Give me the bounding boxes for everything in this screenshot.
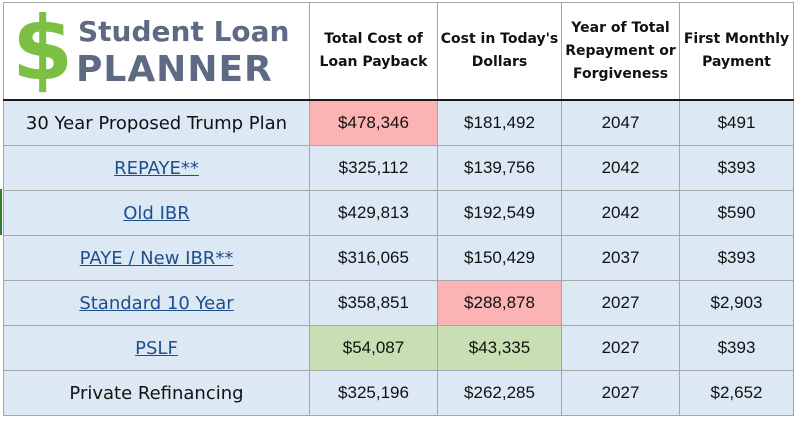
total-cost-cell[interactable]: $325,112 — [309, 145, 438, 191]
dollar-sign-icon: $ — [12, 2, 74, 100]
todays-dollars-cell[interactable]: $288,878 — [437, 280, 562, 326]
year-cell[interactable]: 2042 — [561, 190, 680, 236]
loan-comparison-table: $ Student Loan PLANNER Total Cost of Loa… — [3, 2, 794, 416]
year-cell[interactable]: 2042 — [561, 145, 680, 191]
table-row: Private Refinancing $325,196 $262,285 20… — [3, 370, 794, 416]
plan-link[interactable]: PSLF — [135, 337, 178, 359]
student-loan-planner-logo: $ Student Loan PLANNER — [5, 2, 309, 100]
total-cost-cell[interactable]: $429,813 — [309, 190, 438, 236]
plan-name-cell[interactable]: PSLF — [3, 325, 310, 371]
total-cost-cell[interactable]: $316,065 — [309, 235, 438, 281]
header-year[interactable]: Year of Total Repayment or Forgiveness — [561, 2, 680, 101]
plan-name: 30 Year Proposed Trump Plan — [25, 112, 288, 134]
plan-link[interactable]: Old IBR — [123, 202, 190, 224]
todays-dollars-cell[interactable]: $192,549 — [437, 190, 562, 236]
first-payment-cell[interactable]: $2,903 — [679, 280, 794, 326]
todays-dollars-cell[interactable]: $262,285 — [437, 370, 562, 416]
table-row: PSLF $54,087 $43,335 2027 $393 — [3, 325, 794, 371]
header-todays-dollars[interactable]: Cost in Today's Dollars — [437, 2, 562, 101]
plan-name-cell[interactable]: 30 Year Proposed Trump Plan — [3, 99, 310, 146]
first-payment-cell[interactable]: $393 — [679, 145, 794, 191]
total-cost-cell[interactable]: $358,851 — [309, 280, 438, 326]
total-cost-cell[interactable]: $325,196 — [309, 370, 438, 416]
header-first-payment[interactable]: First Monthly Payment — [679, 2, 794, 101]
todays-dollars-cell[interactable]: $139,756 — [437, 145, 562, 191]
year-cell[interactable]: 2037 — [561, 235, 680, 281]
header-total-cost[interactable]: Total Cost of Loan Payback — [309, 2, 438, 101]
year-cell[interactable]: 2027 — [561, 280, 680, 326]
table-row: PAYE / New IBR** $316,065 $150,429 2037 … — [3, 235, 794, 281]
plan-name-cell[interactable]: Old IBR — [3, 190, 310, 236]
logo-cell[interactable]: $ Student Loan PLANNER — [3, 2, 310, 101]
logo-line1: Student Loan — [78, 15, 290, 48]
plan-link[interactable]: REPAYE** — [114, 157, 199, 179]
total-cost-cell[interactable]: $54,087 — [309, 325, 438, 371]
first-payment-cell[interactable]: $393 — [679, 325, 794, 371]
table-row: Standard 10 Year $358,851 $288,878 2027 … — [3, 280, 794, 326]
plan-name: Private Refinancing — [69, 382, 244, 404]
plan-name-cell[interactable]: PAYE / New IBR** — [3, 235, 310, 281]
first-payment-cell[interactable]: $590 — [679, 190, 794, 236]
table-row: 30 Year Proposed Trump Plan $478,346 $18… — [3, 99, 794, 146]
first-payment-cell[interactable]: $2,652 — [679, 370, 794, 416]
todays-dollars-cell[interactable]: $181,492 — [437, 99, 562, 146]
year-cell[interactable]: 2027 — [561, 325, 680, 371]
row-selection-indicator — [0, 189, 2, 235]
year-cell[interactable]: 2027 — [561, 370, 680, 416]
plan-link[interactable]: PAYE / New IBR** — [79, 247, 234, 269]
total-cost-cell[interactable]: $478,346 — [309, 99, 438, 146]
todays-dollars-cell[interactable]: $43,335 — [437, 325, 562, 371]
plan-name-cell[interactable]: Private Refinancing — [3, 370, 310, 416]
todays-dollars-cell[interactable]: $150,429 — [437, 235, 562, 281]
first-payment-cell[interactable]: $491 — [679, 99, 794, 146]
plan-link[interactable]: Standard 10 Year — [79, 292, 234, 314]
table-row: REPAYE** $325,112 $139,756 2042 $393 — [3, 145, 794, 191]
plan-name-cell[interactable]: REPAYE** — [3, 145, 310, 191]
plan-name-cell[interactable]: Standard 10 Year — [3, 280, 310, 326]
table-row: Old IBR $429,813 $192,549 2042 $590 — [3, 190, 794, 236]
logo-line2: PLANNER — [76, 49, 273, 90]
first-payment-cell[interactable]: $393 — [679, 235, 794, 281]
year-cell[interactable]: 2047 — [561, 99, 680, 146]
header-row: $ Student Loan PLANNER Total Cost of Loa… — [3, 2, 794, 101]
